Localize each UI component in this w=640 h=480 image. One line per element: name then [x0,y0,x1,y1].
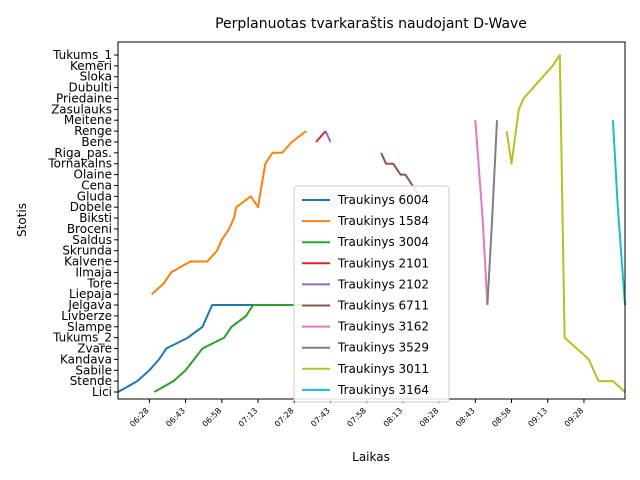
y-tick-label: Tukums_1 [52,48,112,62]
x-tick-label: 07:43 [309,406,332,429]
series-line-7 [486,120,498,306]
y-tick-label: Priedaine [56,91,112,105]
y-tick-label: Bene [81,135,112,149]
x-tick-label: 08:58 [490,406,513,429]
y-tick-label: Lici [92,385,112,399]
series-line-9 [611,120,626,306]
series-line-3 [315,130,327,143]
x-tick-label: 09:28 [563,406,586,429]
legend: Traukinys 6004 Traukinys 1584 Traukinys 30… [293,185,450,403]
y-tick-label: Kalvene [64,255,112,269]
y-tick-label: Tornakalns [47,157,112,171]
legend-entry: Traukinys 1584 [337,214,429,228]
y-tick-label: Kandava [60,352,112,366]
series-line-2 [153,304,302,393]
y-tick-label: Liepaja [69,287,112,301]
series-line-4 [324,130,332,143]
y-tick-label: Zasulauks [51,102,112,116]
y-tick-label: Saldus [72,233,112,247]
series-line-0 [117,304,297,393]
y-tick-label: Biksti [79,211,112,225]
legend-entry: Traukinys 2102 [337,277,429,291]
y-tick-label: Ilmaja [75,265,112,279]
y-tick-label: Jelgava [67,298,112,312]
x-axis-label: Laikas [352,450,390,464]
y-tick-label: Tukums_2 [52,331,112,345]
x-tick-label: 07:58 [345,406,368,429]
legend-entry: Traukinys 3164 [337,383,429,397]
y-tick-label: Tore [86,276,112,290]
series-line-8 [505,54,626,393]
y-tick-label: Skrunda [62,244,112,258]
legend-entry: Traukinys 3011 [337,362,429,376]
legend-entry: Traukinys 3529 [337,341,429,355]
y-tick-label: Meitene [64,113,112,127]
y-axis: LiciStendeSabileKandavaZvareTukums_2Slam… [47,48,118,399]
legend-box [293,185,450,403]
plot-lines [117,54,626,393]
x-tick-label: 06:43 [164,406,187,429]
y-axis-label: Stotis [15,203,29,237]
y-tick-label: Zvare [77,342,112,356]
y-tick-label: Olaine [74,168,112,182]
x-tick-label: 08:13 [382,406,405,429]
chart-title: Perplanuotas tvarkaraštis naudojant D-Wa… [215,16,527,32]
y-tick-label: Livberze [61,309,112,323]
y-tick-label: Kemeri [70,59,112,73]
y-tick-label: Cena [81,178,112,192]
y-tick-label: Sabile [75,363,112,377]
y-tick-label: Renge [74,124,112,138]
y-tick-label: Stende [70,374,112,388]
series-line-1 [151,130,307,295]
y-tick-label: Slampe [67,320,112,334]
y-tick-label: Broceni [67,222,112,236]
legend-entry: Traukinys 3162 [337,320,429,334]
legend-entry: Traukinys 6004 [337,193,429,207]
x-tick-label: 09:13 [526,406,549,429]
legend-entry: Traukinys 2101 [337,256,429,270]
x-tick-label: 06:28 [128,406,151,429]
series-line-6 [474,120,489,306]
y-tick-label: Dobele [70,200,112,214]
x-tick-label: 08:28 [418,406,441,429]
y-tick-label: Gluda [77,189,112,203]
legend-entry: Traukinys 6711 [337,299,429,313]
x-tick-label: 06:58 [201,406,224,429]
y-tick-label: Dubulti [69,81,112,95]
y-tick-label: Sloka [80,70,112,84]
x-axis: 06:28 06:43 06:58 07:13 07:28 07:43 07:58 08:13… [128,399,585,429]
legend-entry: Traukinys 3004 [337,235,429,249]
x-tick-label: 07:28 [273,406,296,429]
x-tick-label: 08:43 [454,406,477,429]
x-tick-label: 07:13 [237,406,260,429]
y-tick-label: Riga_pas. [54,146,112,160]
